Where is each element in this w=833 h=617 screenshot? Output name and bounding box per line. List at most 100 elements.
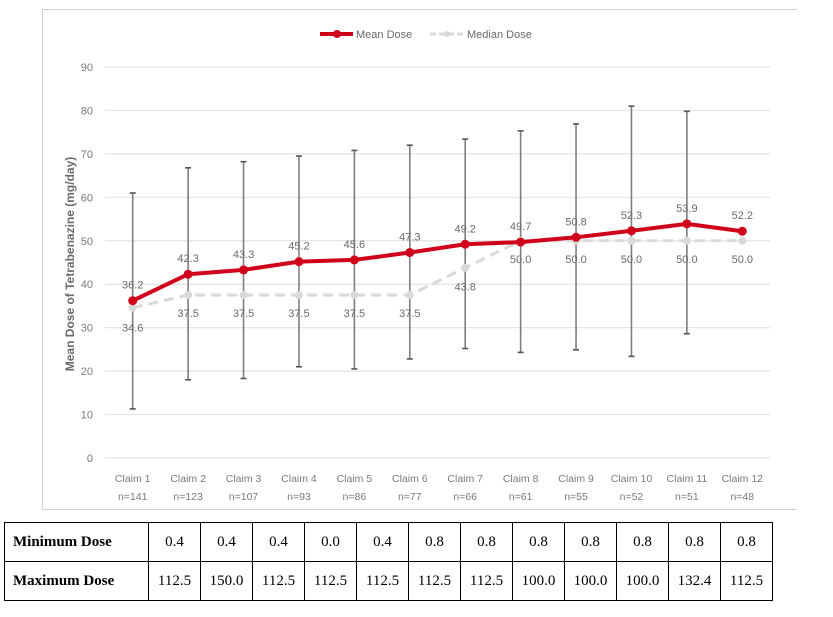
x-sample-size-label: n=48 xyxy=(730,491,754,503)
error-bars xyxy=(129,105,690,410)
median-value-label: 43.8 xyxy=(454,282,475,294)
x-sample-size-label: n=52 xyxy=(620,491,644,503)
median-value-label: 37.5 xyxy=(344,308,365,320)
mean-dose-marker xyxy=(405,248,415,258)
table-cell: 0.4 xyxy=(252,522,305,562)
median-value-label: 50.0 xyxy=(732,254,753,266)
mean-dose-marker xyxy=(682,219,692,229)
median-dose-marker xyxy=(184,291,193,300)
x-sample-size-label: n=66 xyxy=(453,491,477,503)
y-tick-label: 60 xyxy=(81,192,93,204)
table-cell: 112.5 xyxy=(460,561,513,601)
x-sample-size-label: n=86 xyxy=(343,491,367,503)
table-cell: 112.5 xyxy=(252,561,305,601)
x-category-label: Claim 12 xyxy=(722,473,764,485)
x-sample-size-label: n=141 xyxy=(118,491,148,503)
x-category-label: Claim 2 xyxy=(170,473,206,485)
median-value-label: 37.5 xyxy=(233,308,254,320)
x-category-label: Claim 4 xyxy=(281,473,317,485)
table-cell: 150.0 xyxy=(200,561,253,601)
median-value-label: 50.0 xyxy=(676,254,697,266)
median-value-label: 34.6 xyxy=(122,323,143,335)
x-category-label: Claim 6 xyxy=(392,473,428,485)
x-category-label: Claim 10 xyxy=(611,473,653,485)
median-dose-marker xyxy=(627,236,636,245)
mean-value-label: 43.3 xyxy=(233,249,254,261)
mean-value-label: 50.8 xyxy=(565,216,586,228)
y-tick-label: 50 xyxy=(81,236,93,248)
table-cell: 100.0 xyxy=(564,561,617,601)
legend: Mean Dose Median Dose xyxy=(320,29,532,41)
mean-value-label: 49.7 xyxy=(510,221,531,233)
y-tick-label: 80 xyxy=(81,105,93,117)
median-value-label: 37.5 xyxy=(177,308,198,320)
x-category-label: Claim 5 xyxy=(337,473,373,485)
y-axis-ticks: 0 10 20 30 40 50 60 70 80 90 xyxy=(81,62,93,465)
mean-dose-line xyxy=(131,221,743,303)
x-category-label: Claim 9 xyxy=(558,473,594,485)
mean-value-label: 52.3 xyxy=(621,210,642,222)
line-chart: 0 10 20 30 40 50 60 70 80 90 Mean Dose of Tetrabe… xyxy=(63,29,770,503)
mean-value-label: 49.2 xyxy=(454,223,475,235)
median-dose-marker xyxy=(405,291,414,300)
y-tick-label: 30 xyxy=(81,323,93,335)
table-cell: 100.0 xyxy=(512,561,565,601)
table-cell: 0.8 xyxy=(720,522,773,562)
x-sample-size-label: n=107 xyxy=(229,491,259,503)
mean-value-label: 53.9 xyxy=(676,203,697,215)
table-cell: 112.5 xyxy=(408,561,461,601)
table-cell: 0.4 xyxy=(356,522,409,562)
mean-dose-marker xyxy=(239,265,249,275)
table-cell: 0.8 xyxy=(668,522,721,562)
table-cell: 0.8 xyxy=(616,522,669,562)
median-value-label: 50.0 xyxy=(621,254,642,266)
mean-value-label: 36.2 xyxy=(122,280,143,292)
data-labels: 36.2 42.3 43.3 45.2 45.6 47.3 49.2 49.7 50.8 52.3… xyxy=(122,203,753,335)
table-cell: 100.0 xyxy=(616,561,669,601)
legend-mean-label: Mean Dose xyxy=(356,29,412,41)
mean-dose-marker xyxy=(128,296,138,306)
table-cell: 0.4 xyxy=(200,522,253,562)
y-axis-label: Mean Dose of Tetrabenazine (mg/day) xyxy=(63,157,77,371)
x-category-label: Claim 3 xyxy=(226,473,262,485)
median-dose-marker xyxy=(461,263,470,272)
table-cell: 0.0 xyxy=(304,522,357,562)
table-row: Minimum Dose 0.4 0.4 0.4 0.0 0.4 0.8 0.8 0.8 0.8 0… xyxy=(4,522,773,562)
median-dose-line xyxy=(132,239,743,310)
median-dose-marker xyxy=(239,291,248,300)
median-dose-marker xyxy=(128,303,137,312)
mean-dose-marker xyxy=(737,226,747,236)
y-tick-label: 90 xyxy=(81,62,93,74)
mean-dose-marker xyxy=(294,257,304,267)
y-tick-label: 10 xyxy=(81,410,93,422)
x-category-label: Claim 1 xyxy=(115,473,151,485)
table-cell: 112.5 xyxy=(304,561,357,601)
mean-dose-marker xyxy=(626,226,636,236)
y-tick-label: 0 xyxy=(87,453,93,465)
legend-mean-marker-icon xyxy=(333,30,341,38)
dose-range-table: Minimum Dose 0.4 0.4 0.4 0.0 0.4 0.8 0.8 0.8 0.8 0… xyxy=(4,522,773,601)
table-cell: 0.8 xyxy=(460,522,513,562)
legend-median-label: Median Dose xyxy=(467,29,532,41)
table-cell: 0.8 xyxy=(512,522,565,562)
y-tick-label: 40 xyxy=(81,279,93,291)
mean-value-label: 45.6 xyxy=(344,239,365,251)
table-cell: 112.5 xyxy=(148,561,201,601)
table-cell: 0.8 xyxy=(564,522,617,562)
x-axis-labels: Claim 1 n=141 Claim 2 n=123 Claim 3 n=107 Clai… xyxy=(115,473,763,503)
median-dose-marker xyxy=(682,236,691,245)
mean-dose-marker xyxy=(349,255,359,265)
x-sample-size-label: n=77 xyxy=(398,491,422,503)
median-value-label: 50.0 xyxy=(510,254,531,266)
median-dose-marker xyxy=(350,291,359,300)
x-sample-size-label: n=55 xyxy=(564,491,588,503)
mean-dose-marker xyxy=(460,239,470,249)
mean-value-label: 45.2 xyxy=(288,241,309,253)
x-sample-size-label: n=93 xyxy=(287,491,311,503)
x-category-label: Claim 7 xyxy=(447,473,483,485)
mean-value-label: 52.2 xyxy=(732,210,753,222)
row-header: Minimum Dose xyxy=(4,522,149,562)
median-value-label: 37.5 xyxy=(399,308,420,320)
table-cell: 0.4 xyxy=(148,522,201,562)
y-tick-label: 20 xyxy=(81,366,93,378)
